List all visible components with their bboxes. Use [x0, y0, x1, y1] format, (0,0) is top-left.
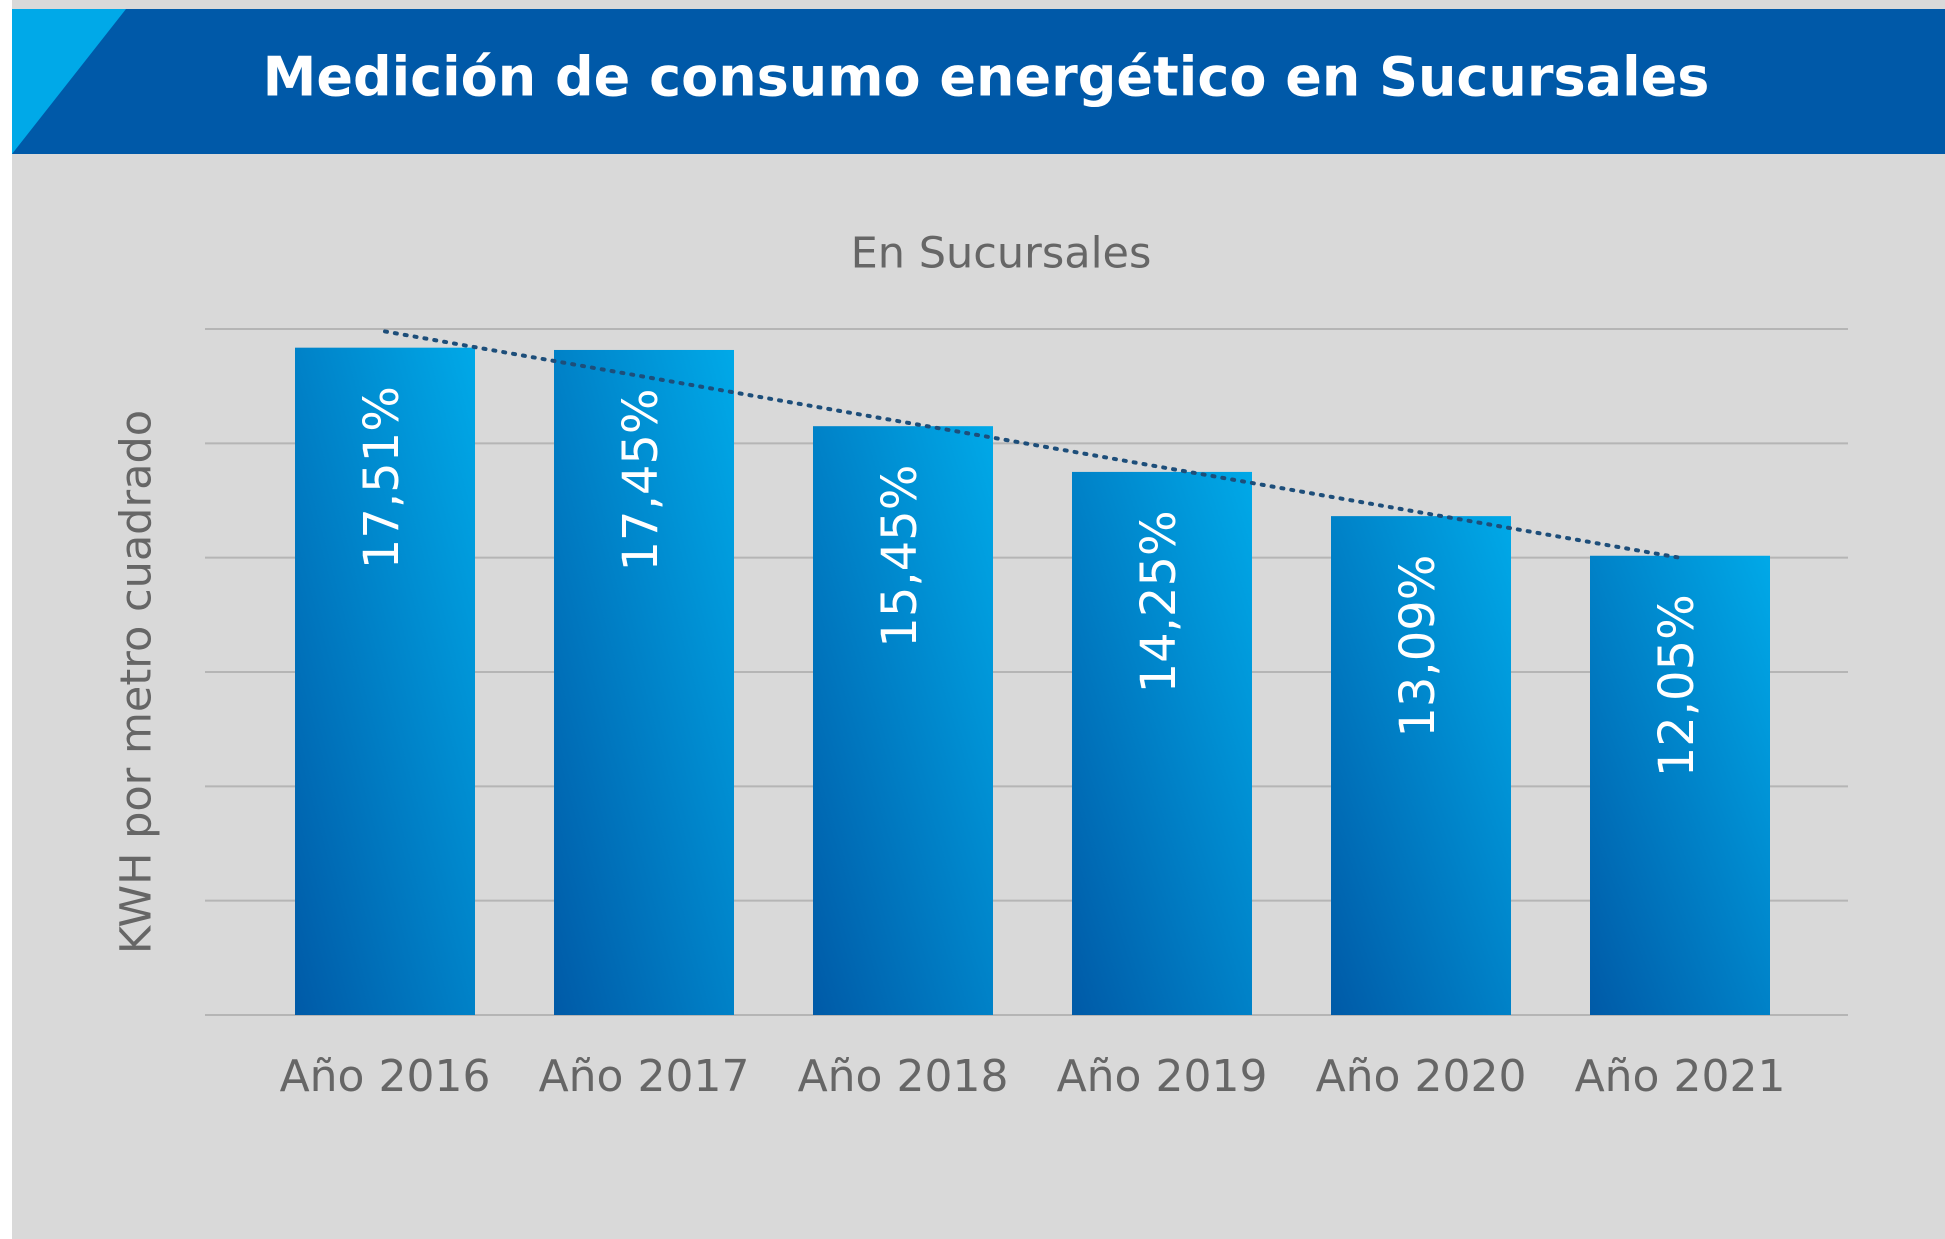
bar [1590, 555, 1770, 1015]
bar [295, 347, 475, 1015]
x-tick-label: Año 2018 [798, 1051, 1009, 1102]
x-tick-label: Año 2019 [1057, 1051, 1268, 1102]
header-bar [12, 9, 1945, 154]
trend-line [383, 329, 1682, 560]
header-accent [12, 9, 126, 154]
header-title: Medición de consumo energético en Sucurs… [263, 46, 1710, 109]
value-label: 17,45% [613, 388, 669, 571]
x-tick-label: Año 2020 [1316, 1051, 1527, 1102]
x-tick-label: Año 2017 [539, 1051, 750, 1102]
x-tick-label: Año 2016 [280, 1051, 491, 1102]
bar [554, 349, 734, 1015]
bar [813, 426, 993, 1015]
value-label: 13,09% [1390, 555, 1446, 738]
bar [1331, 516, 1511, 1015]
value-label: 17,51% [354, 386, 410, 569]
value-label: 14,25% [1131, 510, 1187, 693]
y-axis-label: KWH por metro cuadrado [112, 410, 162, 954]
x-tick-label: Año 2021 [1575, 1051, 1786, 1102]
bar [1072, 471, 1252, 1016]
value-label: 12,05% [1649, 594, 1705, 777]
value-label: 15,45% [872, 465, 928, 648]
chart-title: En Sucursales [851, 229, 1152, 279]
